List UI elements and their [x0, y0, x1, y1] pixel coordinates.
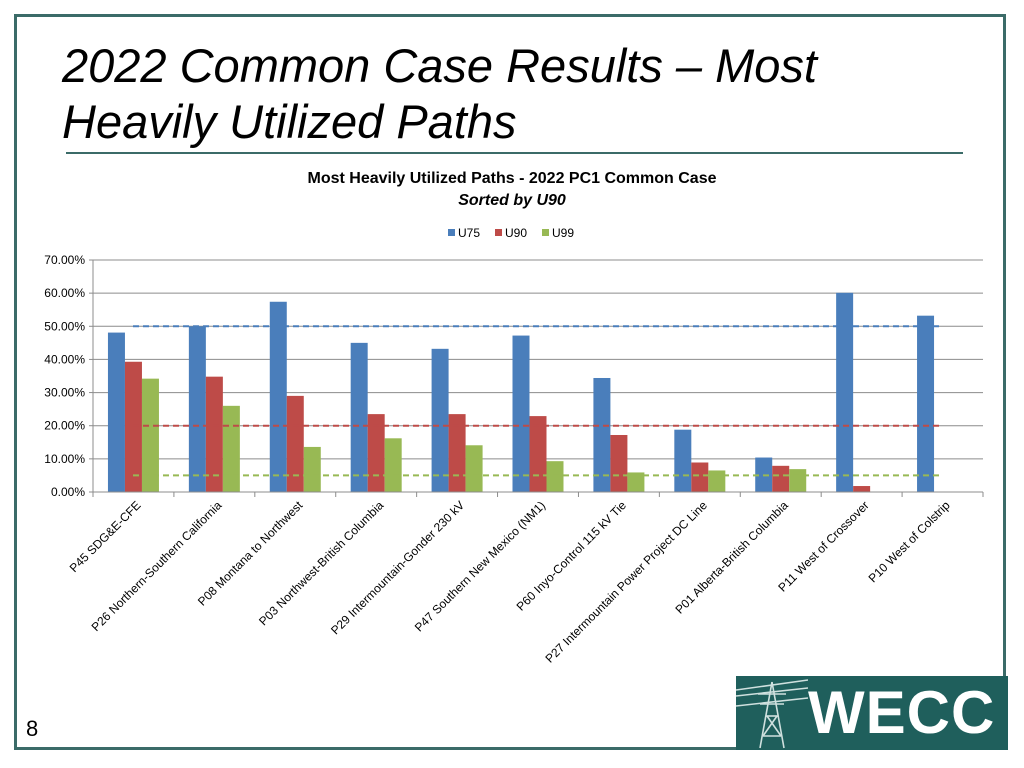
y-tick-label: 30.00% [44, 386, 85, 400]
bar-u90 [286, 395, 304, 492]
bar-u75 [593, 377, 611, 492]
x-tick-label: P27 Intermountain Power Project DC Line [543, 498, 711, 666]
x-tick-label: P11 West of Crossover [775, 498, 871, 594]
bar-u99 [303, 446, 321, 492]
bar-u75 [350, 342, 368, 492]
x-tick-label: P45 SDG&E-CFE [67, 498, 144, 575]
legend-label-u90: U90 [505, 226, 527, 240]
bar-u90 [610, 434, 628, 492]
bar-u90 [853, 486, 871, 492]
x-tick-label: P26 Northern-Southern California [89, 498, 225, 634]
bar-u90 [529, 416, 547, 492]
bar-u99 [627, 472, 645, 492]
bar-u90 [448, 414, 466, 492]
bar-u99 [789, 469, 807, 492]
bar-u99 [546, 461, 564, 492]
y-tick-label: 40.00% [44, 352, 85, 366]
wecc-logo: WECC [736, 676, 1008, 750]
bar-u75 [836, 292, 854, 492]
chart-title: Most Heavily Utilized Paths - 2022 PC1 C… [307, 170, 716, 187]
logo-text: WECC [808, 679, 996, 746]
page-number: 8 [26, 716, 39, 741]
legend-label-u75: U75 [458, 226, 480, 240]
bar-u90 [691, 462, 709, 492]
bar-u90 [124, 361, 142, 492]
bar-u90 [205, 376, 223, 492]
y-tick-label: 0.00% [51, 485, 85, 499]
bar-u99 [384, 438, 402, 492]
bar-u99 [465, 445, 483, 492]
bar-u90 [367, 414, 385, 492]
chart-subtitle: Sorted by U90 [458, 192, 566, 209]
legend-label-u99: U99 [552, 226, 574, 240]
bar-u75 [269, 301, 287, 492]
x-tick-label: P47 Southern New Mexico (NM1) [412, 498, 548, 634]
y-tick-label: 50.00% [44, 319, 85, 333]
legend-swatch-u90 [495, 229, 502, 236]
legend-swatch-u99 [542, 229, 549, 236]
transmission-tower-icon [736, 679, 808, 749]
y-tick-label: 60.00% [44, 286, 85, 300]
y-tick-label: 10.00% [44, 452, 85, 466]
bar-u75 [431, 348, 449, 492]
x-tick-label: P29 Intermountain-Gonder 230 kV [328, 498, 467, 637]
x-tick-label: P10 West of Colstrip [866, 498, 953, 585]
y-tick-label: 70.00% [44, 253, 85, 267]
title-underline [66, 152, 963, 154]
bar-u75 [917, 315, 935, 492]
bar-u99 [222, 405, 240, 492]
y-tick-label: 20.00% [44, 419, 85, 433]
bar-u75 [188, 326, 206, 492]
bar-u99 [708, 470, 726, 492]
bar-u75 [674, 429, 692, 492]
bar-u90 [772, 465, 790, 492]
bar-u75 [107, 332, 125, 492]
bar-u75 [512, 335, 530, 492]
slide-title: 2022 Common Case Results – Most Heavily … [62, 39, 817, 148]
legend-swatch-u75 [448, 229, 455, 236]
bar-u99 [141, 378, 159, 492]
